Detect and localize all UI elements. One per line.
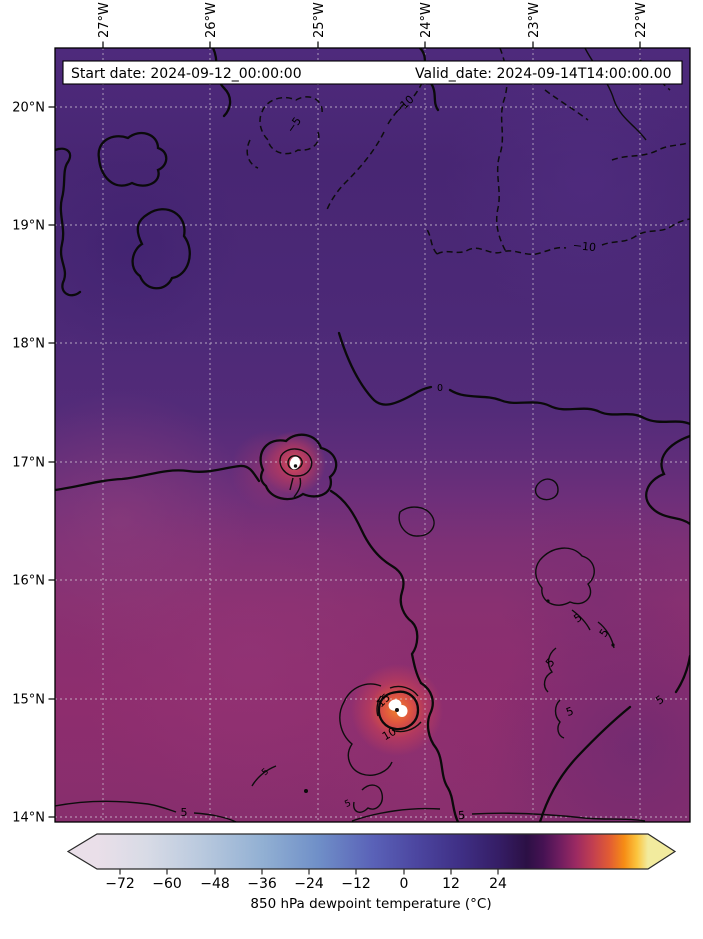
colorbar-label: 850 hPa dewpoint temperature (°C) bbox=[250, 896, 491, 912]
lat-tick-label: 20°N bbox=[12, 101, 45, 116]
contour-label: 5 bbox=[564, 704, 575, 719]
lon-tick-label: 26°W bbox=[204, 2, 219, 38]
colorbar-tick-label: −36 bbox=[247, 876, 277, 892]
latitude-axis: 20°N 19°N 18°N 17°N 16°N 15°N 14°N bbox=[12, 101, 55, 826]
lat-tick-label: 17°N bbox=[12, 456, 45, 471]
contour-label: 10 bbox=[380, 725, 399, 743]
contour-label: 5 bbox=[343, 798, 352, 809]
fill-blobs bbox=[55, 48, 690, 822]
colorbar-tick-label: −12 bbox=[341, 876, 371, 892]
colorbar: −72 −60 −48 −36 −24 −12 0 12 24 850 hPa dewpoint… bbox=[66, 833, 677, 912]
contour-dot bbox=[611, 643, 615, 647]
title-box: Start date: 2024-09-12_00:00:00 Valid_da… bbox=[62, 60, 683, 85]
lon-tick-label: 27°W bbox=[97, 2, 112, 38]
title-box-frame bbox=[62, 60, 683, 85]
contour-label: 5 bbox=[181, 806, 188, 819]
colorbar-tick-label: −24 bbox=[294, 876, 324, 892]
contour-dot bbox=[304, 789, 308, 793]
contour-label: 5 bbox=[260, 767, 271, 778]
graticule-gridlines bbox=[55, 48, 690, 822]
lon-tick-label: 24°W bbox=[419, 2, 434, 38]
lon-tick-label: 25°W bbox=[312, 2, 327, 38]
colorbar-tick-label: −60 bbox=[152, 876, 182, 892]
max-marker-south bbox=[388, 699, 408, 717]
contour-label: −10 bbox=[572, 239, 596, 254]
lat-tick-label: 19°N bbox=[12, 219, 45, 234]
lat-tick-label: 16°N bbox=[12, 574, 45, 589]
max-marker-north bbox=[289, 456, 301, 470]
colorbar-gradient-bar bbox=[66, 833, 677, 870]
start-date-text: Start date: 2024-09-12_00:00:00 bbox=[71, 66, 302, 82]
lon-tick-label: 23°W bbox=[527, 2, 542, 38]
colorbar-tick-label: −48 bbox=[200, 876, 230, 892]
contour-label: 0 bbox=[437, 383, 443, 394]
colorbar-tick-label: 24 bbox=[489, 876, 507, 892]
colorbar-tick-label: −72 bbox=[105, 876, 135, 892]
lat-tick-label: 15°N bbox=[12, 693, 45, 708]
colorbar-tick-label: 0 bbox=[400, 876, 409, 892]
longitude-axis: 27°W 26°W 25°W 24°W 23°W 22°W bbox=[97, 2, 649, 48]
map-border bbox=[54, 47, 691, 823]
contour-label: 5 bbox=[458, 809, 466, 823]
contour-dot bbox=[546, 599, 550, 603]
lat-tick-label: 14°N bbox=[12, 811, 45, 826]
colorbar-tick-label: 12 bbox=[442, 876, 460, 892]
lat-tick-label: 18°N bbox=[12, 337, 45, 352]
point-markers bbox=[289, 456, 615, 793]
valid-date-text: Valid_date: 2024-09-14T14:00:00.00 bbox=[415, 66, 672, 82]
colorbar-ticks: −72 −60 −48 −36 −24 −12 0 12 24 bbox=[105, 869, 507, 892]
lon-tick-label: 22°W bbox=[634, 2, 649, 38]
